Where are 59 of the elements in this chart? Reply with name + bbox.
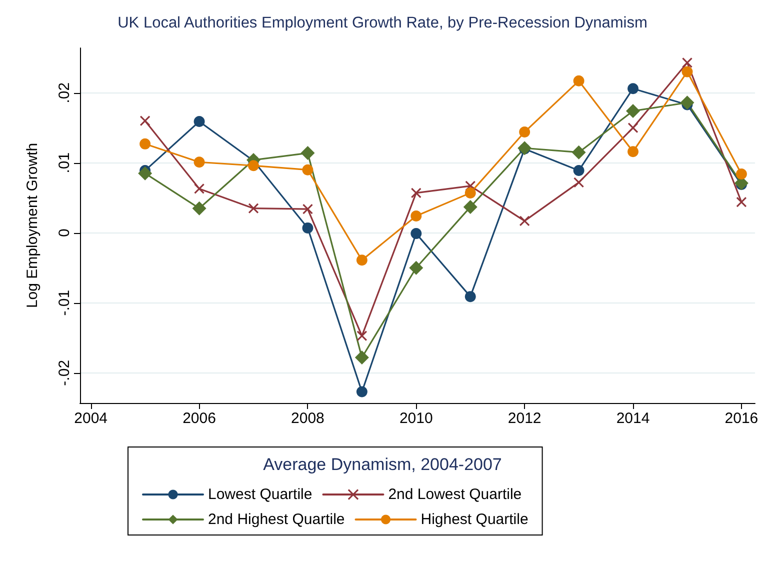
point bbox=[464, 291, 476, 302]
point bbox=[463, 200, 478, 214]
point bbox=[682, 57, 693, 68]
point bbox=[573, 177, 584, 188]
legend-label: Lowest Quartile bbox=[208, 486, 312, 503]
x-tick-label: 2010 bbox=[399, 410, 433, 427]
point bbox=[465, 180, 476, 192]
x-tick-label: 2012 bbox=[508, 410, 542, 427]
legend-label: 2nd Highest Quartile bbox=[208, 511, 345, 528]
point bbox=[682, 66, 693, 78]
point bbox=[626, 104, 640, 118]
point bbox=[140, 138, 151, 150]
x-tick-label: 2016 bbox=[724, 410, 758, 427]
x-tick-label: 2006 bbox=[182, 410, 216, 427]
point bbox=[736, 168, 747, 180]
x-tick-label: 2014 bbox=[616, 410, 650, 427]
point bbox=[628, 122, 638, 134]
point bbox=[410, 228, 422, 240]
point bbox=[194, 183, 205, 194]
point bbox=[572, 145, 586, 160]
legend-title: Average Dynamism, 2004-2007 bbox=[263, 455, 502, 474]
point bbox=[628, 83, 639, 94]
point bbox=[248, 160, 259, 172]
legend-label: Highest Quartile bbox=[420, 511, 528, 528]
y-tick-label: -.01 bbox=[56, 290, 73, 316]
point bbox=[140, 116, 150, 126]
y-tick-label: -.02 bbox=[56, 360, 73, 386]
point bbox=[409, 260, 424, 275]
point bbox=[248, 203, 259, 214]
x-tick-label: 2004 bbox=[74, 410, 108, 427]
chart-title: UK Local Authorities Employment Growth Rate, by Pre-Recession Dynamism bbox=[118, 14, 648, 32]
point bbox=[138, 166, 152, 180]
point bbox=[356, 386, 368, 398]
point bbox=[628, 146, 639, 158]
point bbox=[356, 330, 368, 342]
point bbox=[192, 201, 206, 216]
point bbox=[680, 96, 694, 110]
point bbox=[573, 165, 584, 176]
point bbox=[302, 204, 314, 214]
legend-label: 2nd Lowest Quartile bbox=[388, 486, 522, 503]
point bbox=[573, 75, 584, 86]
point bbox=[302, 164, 314, 176]
point bbox=[410, 210, 422, 222]
y-axis-title: Log Employment Growth bbox=[24, 142, 41, 308]
point bbox=[464, 187, 476, 198]
y-tick-label: .02 bbox=[56, 82, 73, 104]
y-tick-label: .01 bbox=[56, 152, 73, 174]
point bbox=[736, 196, 747, 208]
point bbox=[519, 216, 530, 226]
point bbox=[354, 350, 369, 364]
x-tick-label: 2008 bbox=[291, 410, 324, 427]
point bbox=[410, 188, 422, 198]
point bbox=[300, 146, 315, 160]
y-tick-label: 0 bbox=[56, 228, 73, 238]
point bbox=[194, 116, 205, 128]
point bbox=[194, 156, 205, 168]
point bbox=[302, 222, 314, 234]
point bbox=[519, 126, 530, 138]
point bbox=[356, 254, 368, 266]
